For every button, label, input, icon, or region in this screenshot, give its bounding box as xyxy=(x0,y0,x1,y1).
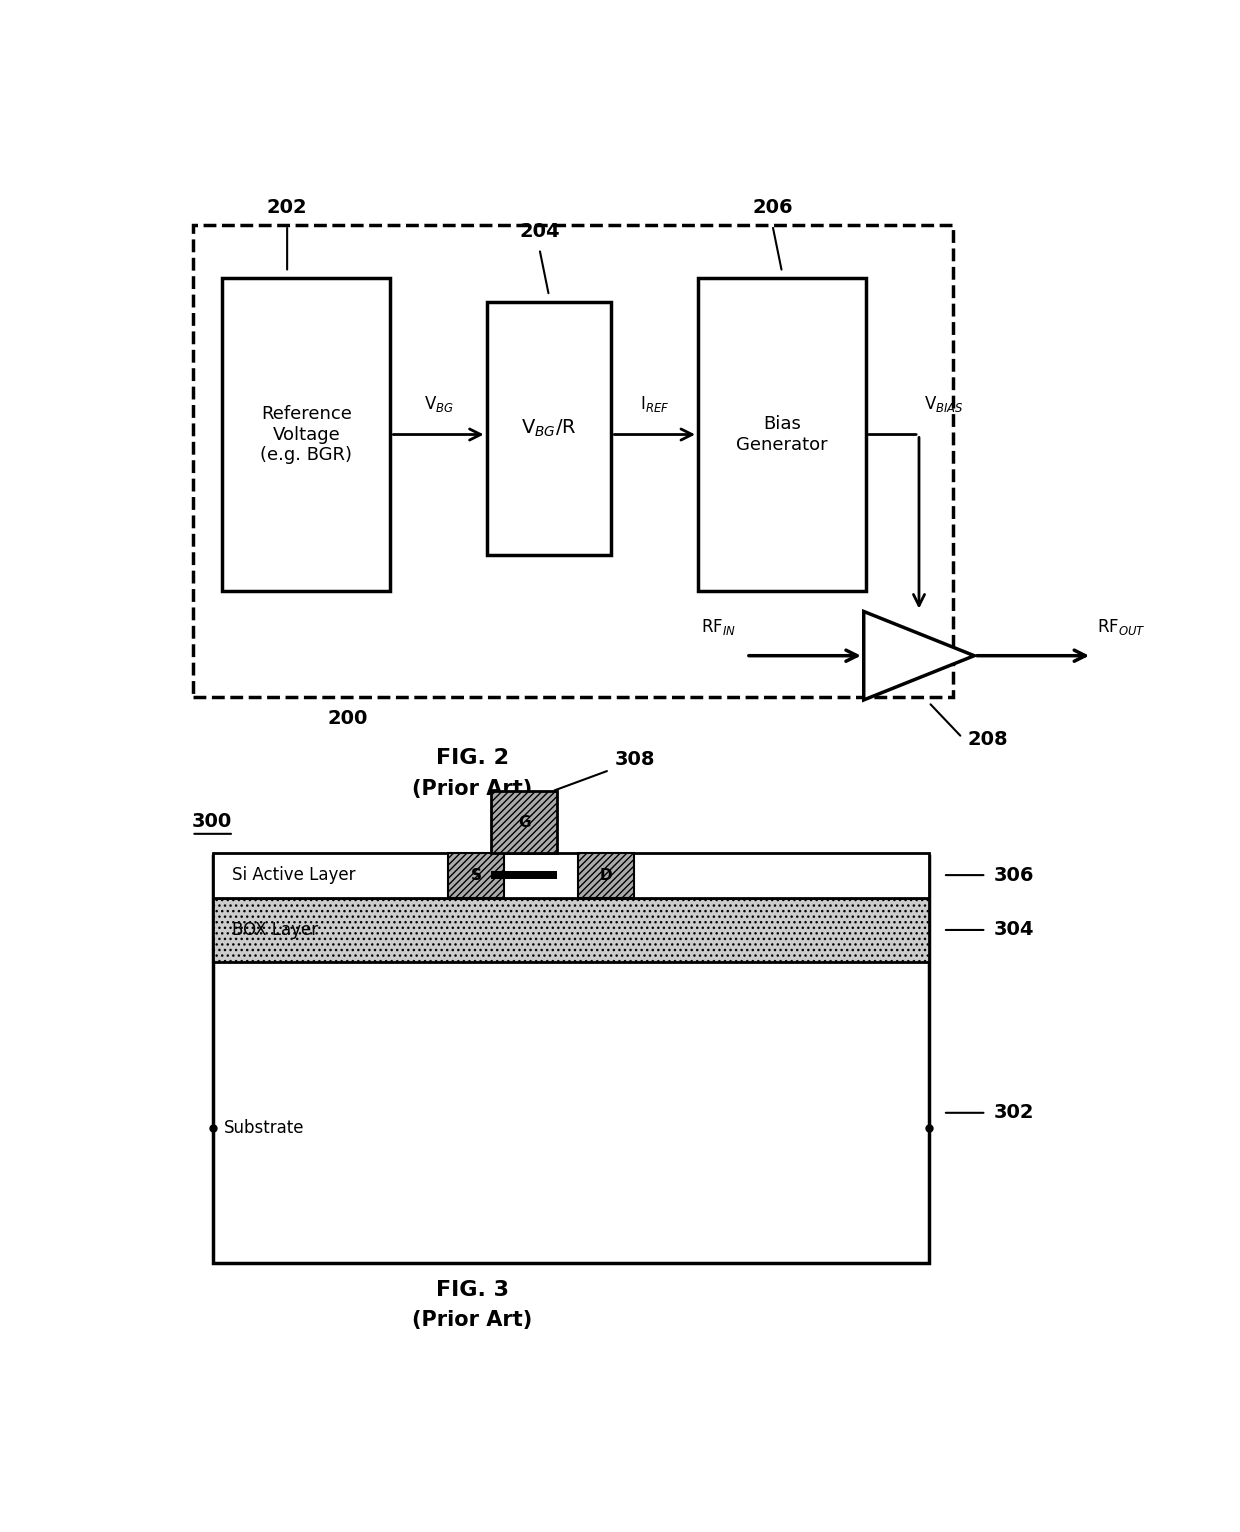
Text: D: D xyxy=(599,867,613,882)
Text: V$_{BIAS}$: V$_{BIAS}$ xyxy=(924,394,963,414)
Text: 200: 200 xyxy=(327,709,367,728)
Text: V$_{BG}$/R: V$_{BG}$/R xyxy=(522,418,577,440)
Bar xyxy=(698,279,866,591)
Bar xyxy=(578,853,634,898)
Bar xyxy=(193,225,952,697)
Text: 208: 208 xyxy=(967,729,1008,749)
Text: FIG. 3: FIG. 3 xyxy=(435,1281,508,1301)
Bar xyxy=(222,279,391,591)
Text: (Prior Art): (Prior Art) xyxy=(412,778,532,798)
Polygon shape xyxy=(864,611,975,700)
Bar xyxy=(213,898,929,962)
Text: 306: 306 xyxy=(994,866,1034,884)
Text: S: S xyxy=(470,867,481,882)
Text: RF$_{OUT}$: RF$_{OUT}$ xyxy=(1096,617,1146,637)
Text: Si Active Layer: Si Active Layer xyxy=(232,866,356,884)
Bar xyxy=(213,856,929,1264)
Text: RF$_{IN}$: RF$_{IN}$ xyxy=(702,617,737,637)
Text: FIG. 2: FIG. 2 xyxy=(435,748,508,768)
Text: 308: 308 xyxy=(614,751,655,769)
Bar xyxy=(486,302,611,556)
Bar xyxy=(448,853,503,898)
Text: G: G xyxy=(518,815,531,829)
Text: V$_{BG}$: V$_{BG}$ xyxy=(424,394,454,414)
Text: 204: 204 xyxy=(520,222,559,241)
Text: Bias
Generator: Bias Generator xyxy=(737,415,828,453)
Bar xyxy=(491,872,557,879)
Bar xyxy=(213,853,929,898)
Text: 202: 202 xyxy=(267,198,308,218)
Bar xyxy=(491,792,557,853)
Text: (Prior Art): (Prior Art) xyxy=(412,1310,532,1330)
Text: 300: 300 xyxy=(191,812,232,830)
Text: Reference
Voltage
(e.g. BGR): Reference Voltage (e.g. BGR) xyxy=(260,404,352,464)
Text: Amp: Amp xyxy=(895,647,934,665)
Text: Substrate: Substrate xyxy=(224,1118,305,1137)
Text: BOX Layer: BOX Layer xyxy=(232,921,317,939)
Text: 206: 206 xyxy=(753,198,792,218)
Text: 302: 302 xyxy=(994,1103,1034,1123)
Text: I$_{REF}$: I$_{REF}$ xyxy=(640,394,670,414)
Text: 304: 304 xyxy=(994,921,1034,939)
